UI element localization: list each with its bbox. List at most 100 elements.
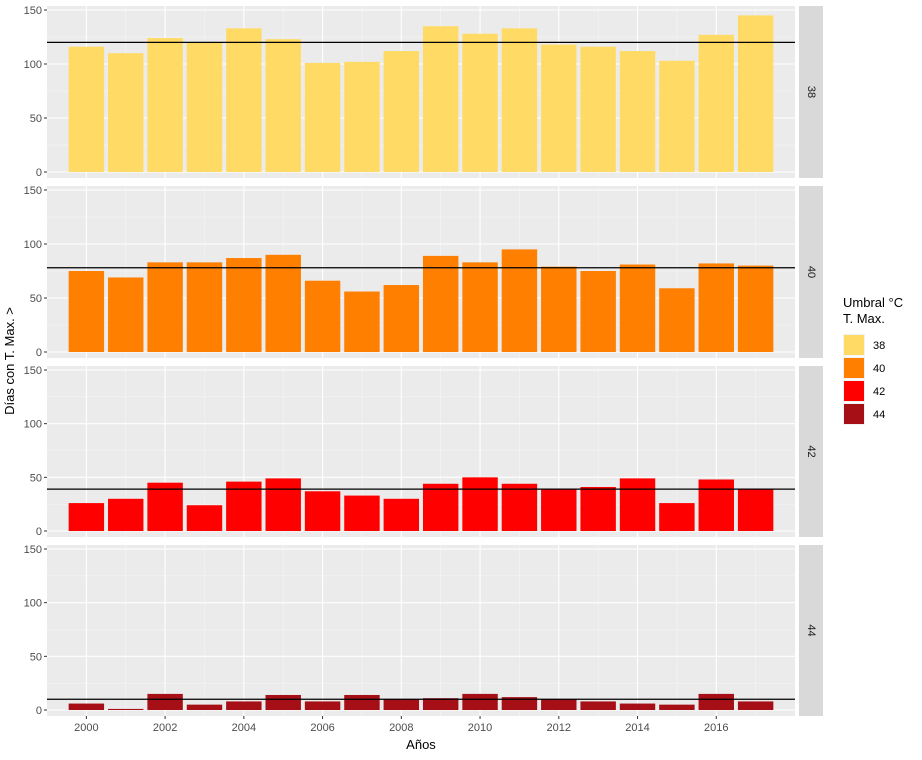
bar	[580, 46, 616, 172]
bar	[344, 291, 380, 352]
bar	[737, 15, 774, 173]
y-tick-label: 50	[30, 651, 42, 663]
bar	[68, 703, 105, 710]
bar	[265, 478, 301, 531]
x-tick-label: 2012	[547, 722, 571, 734]
x-tick-label: 2000	[74, 722, 98, 734]
facet-strip-label: 44	[805, 624, 817, 636]
bar	[226, 28, 262, 172]
bar	[147, 482, 183, 531]
bar	[698, 693, 734, 710]
legend-item-label: 42	[873, 386, 885, 398]
legend-item-label: 44	[873, 409, 885, 421]
facet-strip	[799, 366, 823, 537]
bar	[186, 704, 223, 710]
x-tick-label: 2014	[625, 722, 649, 734]
y-tick-label: 0	[36, 705, 42, 717]
bar	[659, 288, 695, 352]
bar	[265, 254, 301, 352]
bar	[304, 701, 341, 710]
bar	[108, 708, 144, 710]
bar	[698, 479, 734, 531]
bar	[737, 265, 774, 352]
bar	[619, 703, 656, 710]
x-tick-label: 2006	[310, 722, 334, 734]
legend-key-swatch	[844, 335, 864, 355]
facet-strip	[799, 186, 823, 358]
bar	[541, 44, 577, 173]
bar	[501, 28, 538, 172]
y-tick-label: 0	[36, 526, 42, 538]
facet-strip	[799, 6, 823, 178]
bar	[147, 693, 183, 710]
x-axis-title: Años	[406, 737, 436, 752]
x-tick-label: 2002	[153, 722, 177, 734]
bar	[422, 698, 459, 710]
bar	[619, 478, 656, 531]
facet-strip-label: 42	[805, 445, 817, 457]
x-tick-label: 2016	[704, 722, 728, 734]
bar	[226, 481, 262, 531]
bar	[580, 271, 616, 352]
y-tick-label: 100	[24, 598, 42, 610]
y-tick-label: 0	[36, 167, 42, 179]
bar	[422, 255, 459, 352]
y-tick-label: 50	[30, 113, 42, 125]
bar	[383, 285, 420, 352]
y-tick-label: 150	[24, 5, 42, 17]
bar	[501, 483, 538, 531]
bar	[108, 53, 144, 173]
bar	[186, 262, 223, 352]
bar	[108, 498, 144, 531]
bar	[619, 51, 656, 172]
bar	[265, 694, 301, 710]
bar	[462, 262, 498, 352]
bar	[304, 62, 341, 172]
bar	[147, 38, 183, 172]
bar	[68, 271, 105, 352]
y-tick-label: 0	[36, 347, 42, 359]
y-tick-label: 100	[24, 239, 42, 251]
bar	[186, 42, 223, 173]
x-tick-label: 2004	[232, 722, 256, 734]
y-tick-label: 50	[30, 293, 42, 305]
bar	[462, 33, 498, 173]
legend-item-label: 40	[873, 363, 885, 375]
legend-title: Umbral °C	[843, 295, 903, 310]
bar	[422, 483, 459, 531]
legend-key-swatch	[844, 358, 864, 378]
bar	[698, 263, 734, 352]
x-tick-label: 2008	[389, 722, 413, 734]
bar	[226, 701, 262, 710]
panel-background	[47, 545, 795, 716]
bar	[501, 249, 538, 352]
bar	[737, 489, 774, 531]
legend-title: T. Max.	[843, 311, 885, 326]
bar	[541, 699, 577, 710]
bar	[501, 697, 538, 710]
bar	[580, 486, 616, 531]
bar	[383, 699, 420, 710]
bar	[462, 693, 498, 710]
bar	[541, 266, 577, 352]
bar	[422, 26, 459, 173]
y-tick-label: 100	[24, 419, 42, 431]
y-tick-label: 150	[24, 185, 42, 197]
bar	[304, 280, 341, 352]
bar	[580, 701, 616, 710]
bar	[619, 264, 656, 352]
bar	[462, 477, 498, 531]
y-tick-label: 150	[24, 544, 42, 556]
bar	[659, 704, 695, 710]
y-tick-label: 50	[30, 472, 42, 484]
bar	[68, 46, 105, 172]
y-tick-label: 150	[24, 365, 42, 377]
bar	[659, 503, 695, 531]
bar	[344, 61, 380, 173]
y-axis-title: Días con T. Max. >	[2, 307, 17, 415]
legend-item-label: 38	[873, 340, 885, 352]
facet-strip-label: 38	[805, 86, 817, 98]
bar	[659, 60, 695, 173]
bar	[147, 262, 183, 352]
